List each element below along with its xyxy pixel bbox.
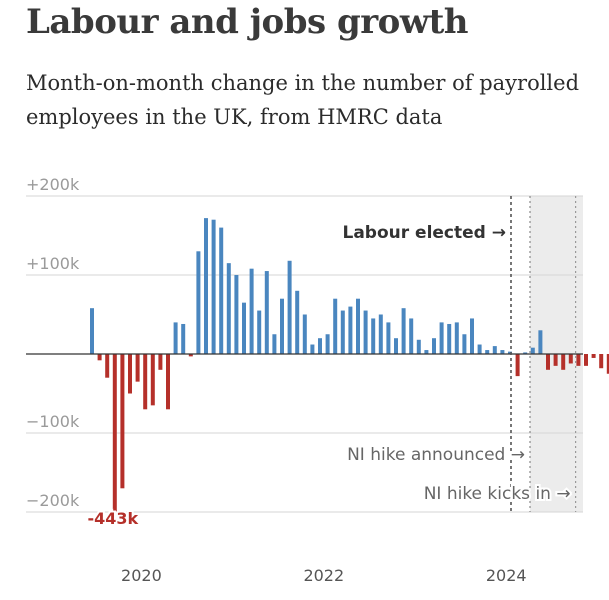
bar xyxy=(584,354,588,366)
bar xyxy=(606,354,609,374)
bar xyxy=(257,310,262,354)
bar xyxy=(416,339,421,354)
bar xyxy=(264,271,269,354)
bar xyxy=(272,334,277,354)
bar xyxy=(409,318,414,354)
bar xyxy=(401,308,406,354)
chart-title: Labour and jobs growth xyxy=(26,2,469,42)
chart-subtitle: Month-on-month change in the number of p… xyxy=(26,71,580,129)
bar xyxy=(204,218,208,354)
bar xyxy=(500,350,505,354)
x-tick-label: 2024 xyxy=(486,566,527,585)
bar xyxy=(158,354,163,370)
bar xyxy=(249,268,254,354)
bar xyxy=(310,344,315,354)
bar xyxy=(280,298,284,354)
y-tick-label: −200k xyxy=(26,491,80,510)
bar xyxy=(454,322,459,354)
bar xyxy=(105,354,110,378)
bar xyxy=(112,354,117,512)
bar xyxy=(226,263,231,354)
bar xyxy=(150,354,155,406)
annotation-label: NI hike announced → xyxy=(347,445,525,465)
bar xyxy=(234,275,239,354)
bar xyxy=(356,298,360,354)
bar xyxy=(576,354,581,366)
bar xyxy=(447,323,452,354)
bar xyxy=(120,354,125,489)
bar xyxy=(485,350,490,354)
bar xyxy=(378,314,383,354)
bar xyxy=(561,354,566,370)
bar xyxy=(515,354,520,377)
bar xyxy=(90,308,94,354)
bar xyxy=(492,346,497,354)
bar xyxy=(128,354,132,394)
bar xyxy=(530,347,535,354)
bar xyxy=(591,354,596,358)
bar xyxy=(424,350,429,354)
x-tick-label: 2020 xyxy=(121,566,162,585)
bar xyxy=(348,306,353,354)
bar xyxy=(295,290,300,354)
x-tick-label: 2022 xyxy=(303,566,344,585)
bar xyxy=(188,354,193,357)
bar xyxy=(432,338,436,354)
bar xyxy=(181,323,186,354)
bar xyxy=(439,322,444,354)
bar xyxy=(219,227,224,354)
bar xyxy=(568,354,573,364)
bar xyxy=(386,322,391,354)
bar xyxy=(599,354,604,369)
y-tick-label: −100k xyxy=(26,412,80,431)
bar xyxy=(166,354,170,410)
bar xyxy=(287,260,292,354)
bar xyxy=(546,354,550,370)
bar xyxy=(470,318,474,354)
bar xyxy=(143,354,148,410)
bar xyxy=(538,330,543,354)
bar xyxy=(173,322,178,354)
bar xyxy=(363,310,368,354)
bar xyxy=(553,354,558,366)
bar xyxy=(477,344,482,354)
bar xyxy=(318,338,322,354)
bar xyxy=(242,302,246,354)
min-value-label: -443k xyxy=(87,509,138,528)
bar xyxy=(394,338,398,354)
bar xyxy=(302,314,307,354)
bar xyxy=(523,352,528,354)
bar xyxy=(97,354,102,361)
bar xyxy=(196,251,201,354)
bar xyxy=(508,351,512,354)
bar xyxy=(462,334,467,354)
bar xyxy=(135,354,140,382)
bar xyxy=(371,318,376,354)
annotation-label: NI hike kicks in → xyxy=(424,484,571,504)
bar xyxy=(333,298,338,354)
bar xyxy=(340,310,345,354)
y-tick-label: +200k xyxy=(26,175,80,194)
y-tick-label: +100k xyxy=(26,254,80,273)
bar xyxy=(211,219,216,354)
annotation-label: Labour elected → xyxy=(342,223,506,243)
bar xyxy=(325,334,330,354)
